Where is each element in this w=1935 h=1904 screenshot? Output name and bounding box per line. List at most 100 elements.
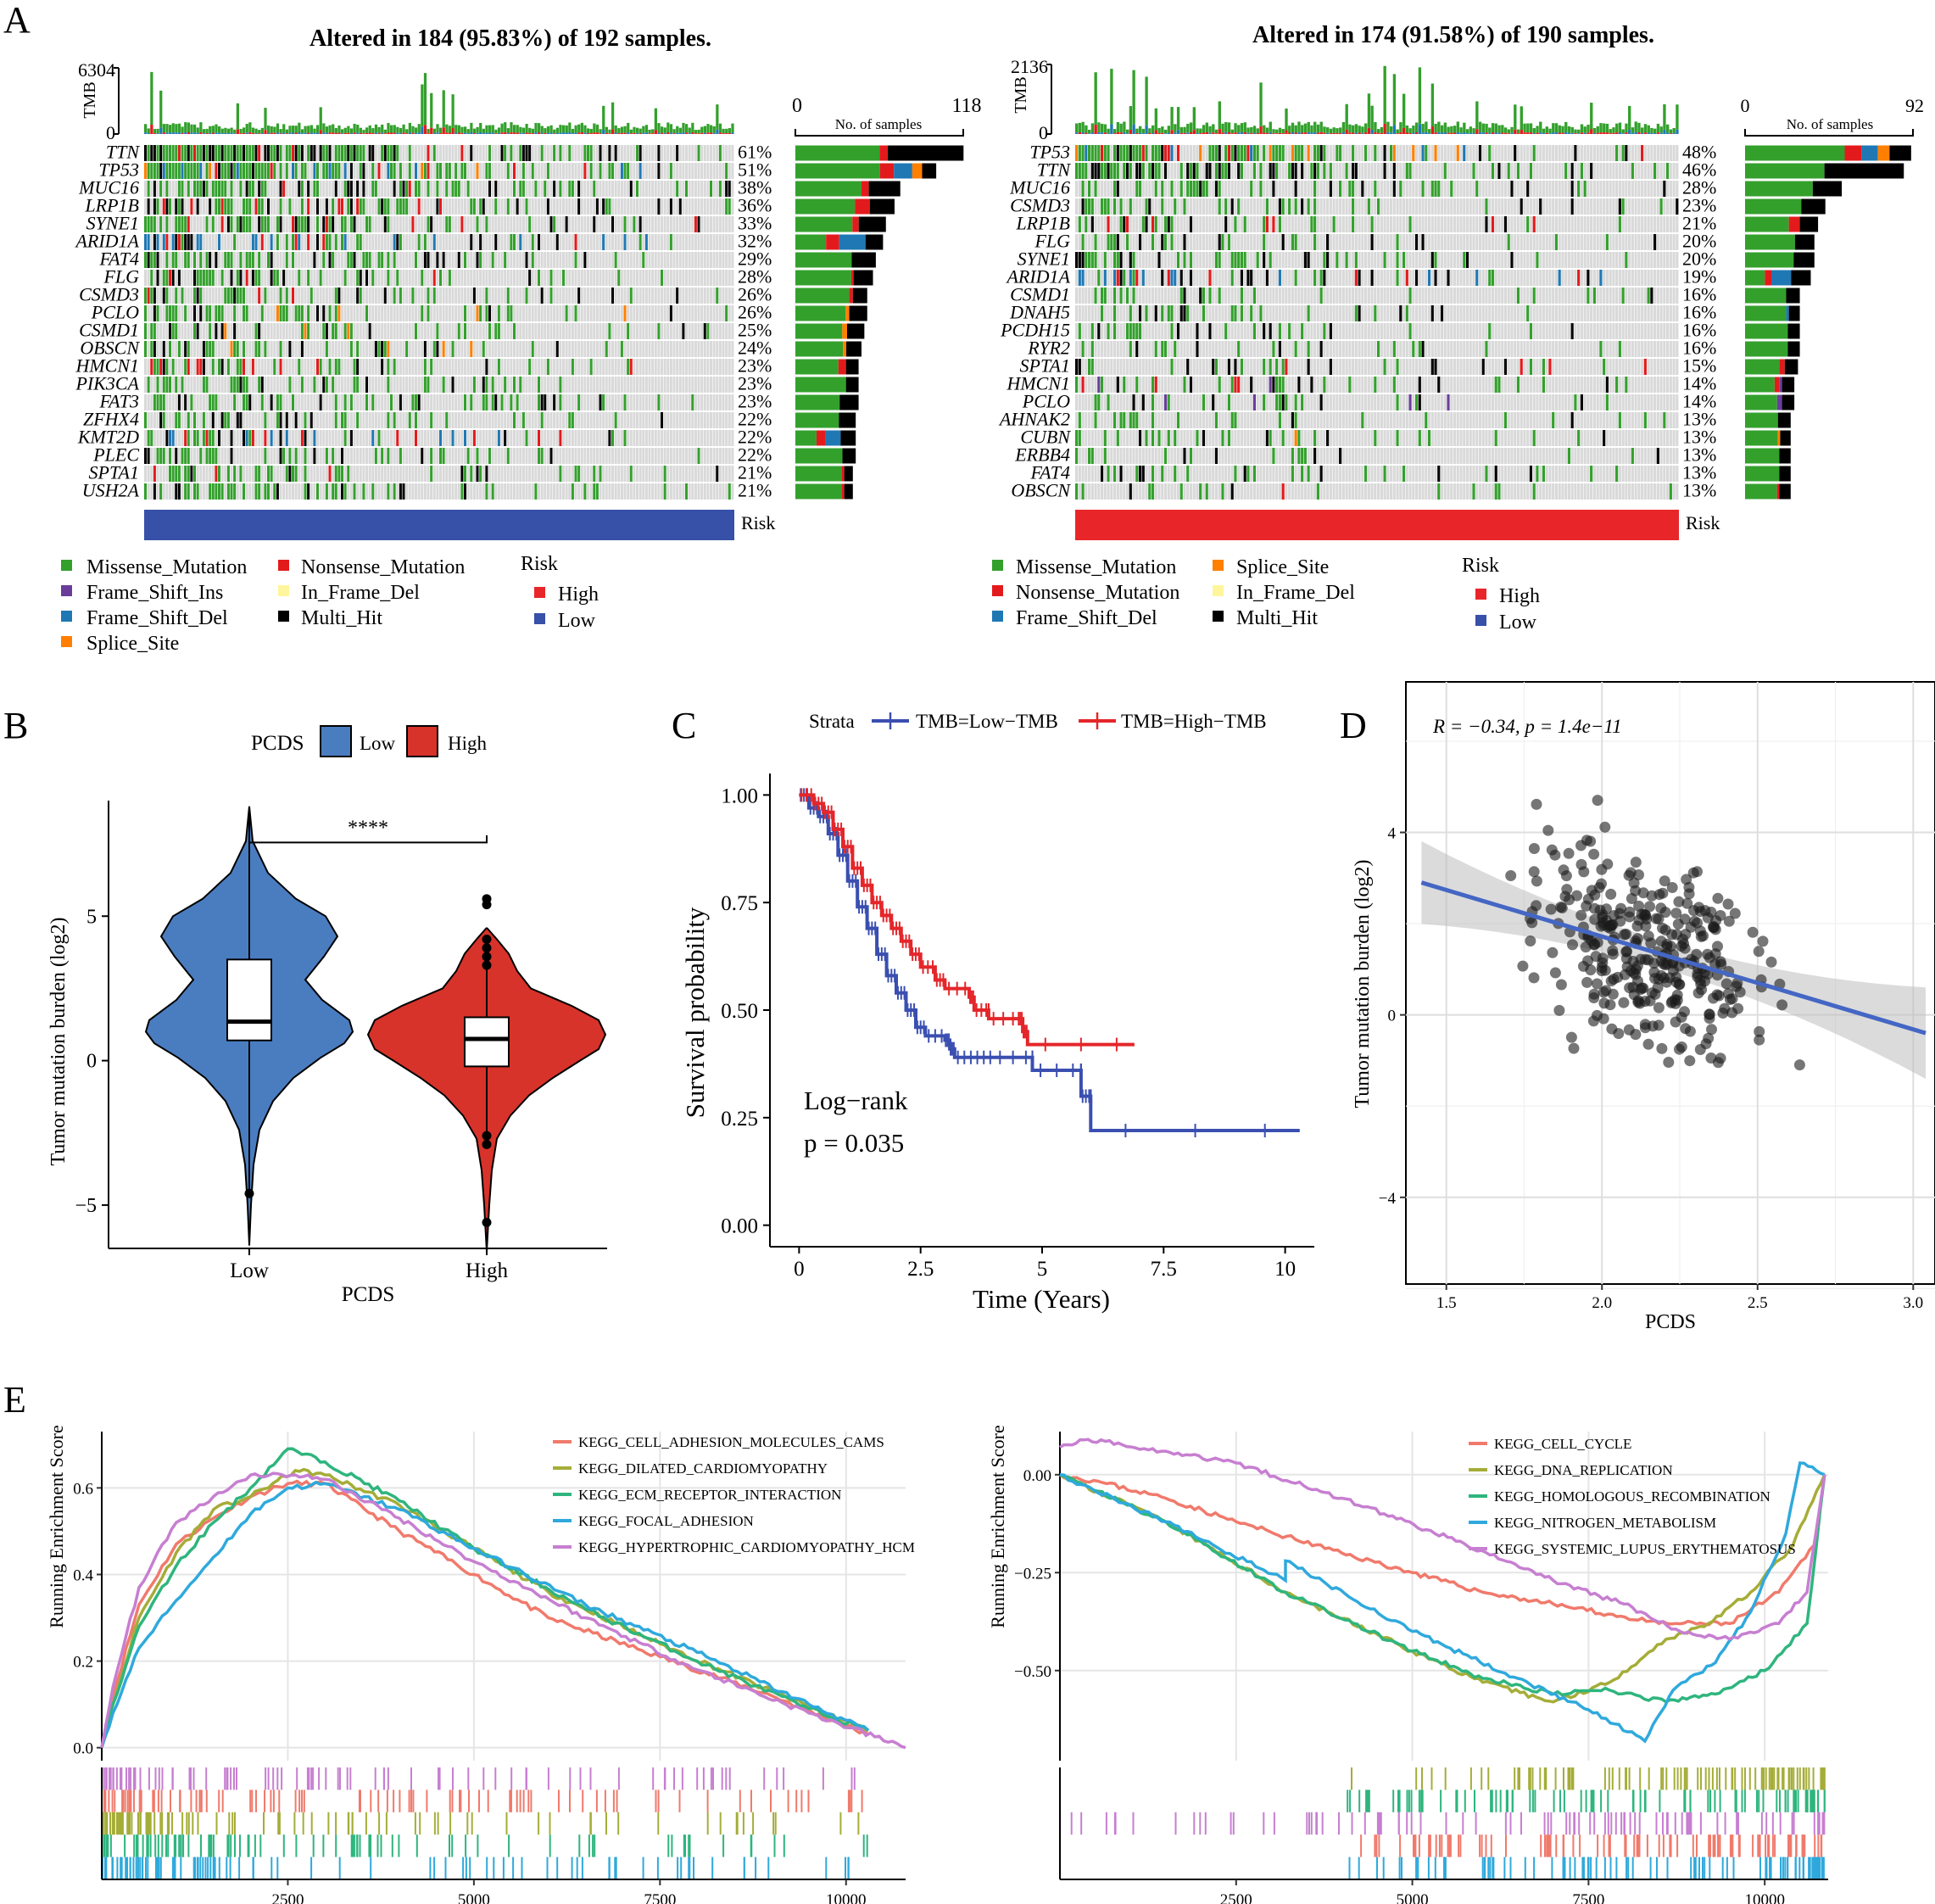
empty-cell bbox=[694, 412, 697, 428]
empty-cell bbox=[534, 412, 538, 428]
tmb-bar bbox=[1663, 129, 1666, 134]
tmb-bar bbox=[1443, 122, 1447, 132]
tmb-bar bbox=[144, 132, 148, 134]
tmb-bar bbox=[402, 132, 405, 134]
mutation-cell bbox=[171, 270, 175, 286]
mutation-cell bbox=[294, 145, 298, 161]
empty-cell bbox=[605, 466, 608, 482]
empty-cell bbox=[445, 234, 449, 250]
empty-cell bbox=[448, 234, 451, 250]
empty-cell bbox=[633, 394, 636, 410]
mutation-cell bbox=[451, 341, 454, 357]
mutation-cell bbox=[476, 252, 479, 268]
tmb-bar bbox=[1641, 127, 1644, 133]
mutation-cell bbox=[377, 252, 381, 268]
empty-cell bbox=[472, 305, 476, 321]
mutation-cell bbox=[464, 466, 467, 482]
empty-cell bbox=[393, 270, 396, 286]
mutation-cell bbox=[165, 288, 169, 304]
mutation-cell bbox=[276, 216, 279, 232]
mutation-cell bbox=[393, 288, 396, 304]
empty-cell bbox=[451, 198, 454, 215]
empty-cell bbox=[728, 288, 731, 304]
tmb-bar bbox=[1628, 130, 1631, 134]
empty-cell bbox=[1618, 145, 1621, 161]
mutation-cell bbox=[220, 216, 224, 232]
mutation-cell bbox=[531, 234, 534, 250]
empty-cell bbox=[614, 234, 617, 250]
tmb-bar bbox=[1110, 124, 1113, 134]
mutation-cell bbox=[220, 483, 224, 500]
mutation-cell bbox=[153, 145, 156, 161]
mutation-cell bbox=[464, 252, 467, 268]
empty-cell bbox=[359, 323, 362, 339]
empty-cell bbox=[691, 448, 694, 464]
empty-cell bbox=[651, 394, 655, 410]
empty-cell bbox=[307, 377, 310, 393]
mutation-cell bbox=[153, 216, 156, 232]
gene-bar-segment bbox=[795, 216, 853, 232]
mutation-cell bbox=[1532, 145, 1536, 161]
mutation-cell bbox=[288, 198, 292, 215]
empty-cell bbox=[571, 430, 574, 446]
empty-cell bbox=[313, 412, 316, 428]
empty-cell bbox=[725, 448, 728, 464]
empty-cell bbox=[491, 181, 494, 197]
empty-cell bbox=[448, 359, 451, 375]
empty-cell bbox=[506, 377, 510, 393]
empty-cell bbox=[236, 181, 239, 197]
mutation-cell bbox=[669, 305, 672, 321]
mutation-cell bbox=[341, 145, 344, 161]
tmb-bar bbox=[555, 132, 559, 134]
mutation-cell bbox=[294, 234, 298, 250]
empty-cell bbox=[614, 341, 617, 357]
empty-cell bbox=[334, 430, 337, 446]
empty-cell bbox=[642, 483, 645, 500]
mutation-cell bbox=[627, 323, 630, 339]
empty-cell bbox=[553, 270, 556, 286]
empty-cell bbox=[309, 323, 313, 339]
gene-bar-segment bbox=[795, 341, 844, 357]
empty-cell bbox=[1580, 145, 1583, 161]
empty-cell bbox=[402, 252, 405, 268]
tmb-bar bbox=[165, 132, 169, 134]
empty-cell bbox=[466, 466, 470, 482]
empty-cell bbox=[421, 341, 424, 357]
empty-cell bbox=[571, 394, 574, 410]
tmb-bar bbox=[1212, 124, 1215, 133]
empty-cell bbox=[349, 270, 353, 286]
mutation-cell bbox=[544, 181, 547, 197]
empty-cell bbox=[454, 323, 458, 339]
mutation-cell bbox=[313, 430, 316, 446]
mutation-cell bbox=[513, 163, 516, 179]
mutation-cell bbox=[147, 430, 150, 446]
mutation-cell bbox=[445, 412, 449, 428]
empty-cell bbox=[267, 305, 270, 321]
empty-cell bbox=[405, 323, 409, 339]
empty-cell bbox=[451, 412, 454, 428]
empty-cell bbox=[491, 430, 494, 446]
empty-cell bbox=[651, 430, 655, 446]
empty-cell bbox=[1087, 163, 1091, 179]
empty-cell bbox=[583, 323, 587, 339]
empty-cell bbox=[644, 323, 648, 339]
empty-cell bbox=[304, 377, 307, 393]
tmb-bar bbox=[1291, 132, 1295, 134]
empty-cell bbox=[1145, 163, 1148, 179]
mutation-cell bbox=[233, 234, 237, 250]
empty-cell bbox=[150, 448, 153, 464]
mutation-cell bbox=[611, 216, 615, 232]
empty-cell bbox=[417, 359, 421, 375]
empty-cell bbox=[251, 198, 254, 215]
empty-cell bbox=[470, 252, 473, 268]
tmb-bar bbox=[685, 132, 689, 134]
empty-cell bbox=[651, 270, 655, 286]
mutation-cell bbox=[349, 394, 353, 410]
mutation-cell bbox=[417, 234, 421, 250]
empty-cell bbox=[270, 377, 273, 393]
tmb-bar bbox=[685, 124, 689, 133]
empty-cell bbox=[678, 341, 682, 357]
mutation-cell bbox=[1145, 145, 1148, 161]
mutation-cell bbox=[387, 448, 390, 464]
mutation-cell bbox=[479, 466, 482, 482]
